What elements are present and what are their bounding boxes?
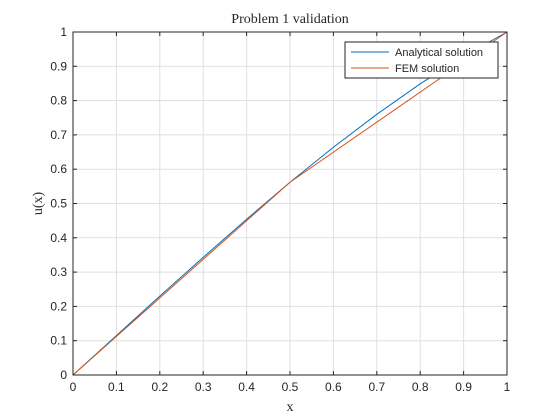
y-tick-label: 0.6 xyxy=(50,162,67,176)
legend: Analytical solution FEM solution xyxy=(344,41,499,79)
x-tick-label: 0.9 xyxy=(455,380,472,394)
legend-box xyxy=(344,41,499,79)
y-tick-label: 0.2 xyxy=(50,299,67,313)
legend-label-analytical: Analytical solution xyxy=(395,47,483,59)
y-tick-label: 0.3 xyxy=(50,265,67,279)
y-tick-label: 0.7 xyxy=(50,128,67,142)
x-tick-label: 1 xyxy=(504,380,511,394)
x-axis-label: x xyxy=(287,400,294,415)
x-tick-label: 0.7 xyxy=(368,380,385,394)
x-tick-label: 0.8 xyxy=(412,380,429,394)
x-tick-label: 0.6 xyxy=(325,380,342,394)
y-tick-label: 0.8 xyxy=(50,94,67,108)
y-axis-label: u(x) xyxy=(31,192,46,216)
y-tick-label: 0.9 xyxy=(50,59,67,73)
y-tick-label: 0.4 xyxy=(50,231,67,245)
legend-label-fem: FEM solution xyxy=(395,63,459,75)
x-tick-label: 0.2 xyxy=(151,380,168,394)
chart-title: Problem 1 validation xyxy=(231,12,348,27)
x-tick-label: 0.5 xyxy=(282,380,299,394)
x-tick-label: 0.3 xyxy=(195,380,212,394)
y-tick-label: 1 xyxy=(60,25,67,39)
x-tick-label: 0 xyxy=(70,380,77,394)
y-tick-label: 0.1 xyxy=(50,334,67,348)
y-tick-label: 0.5 xyxy=(50,197,67,211)
series-line-fem xyxy=(72,31,508,376)
x-tick-label: 0.1 xyxy=(108,380,125,394)
x-tick-label: 0.4 xyxy=(238,380,255,394)
y-tick-label: 0 xyxy=(60,368,67,382)
axis-ticks: 0 0.1 0.2 0.3 0.4 0.5 0.6 0.7 0.8 0.9 1 0 0.1 0.2 0.3 0… xyxy=(50,25,510,394)
